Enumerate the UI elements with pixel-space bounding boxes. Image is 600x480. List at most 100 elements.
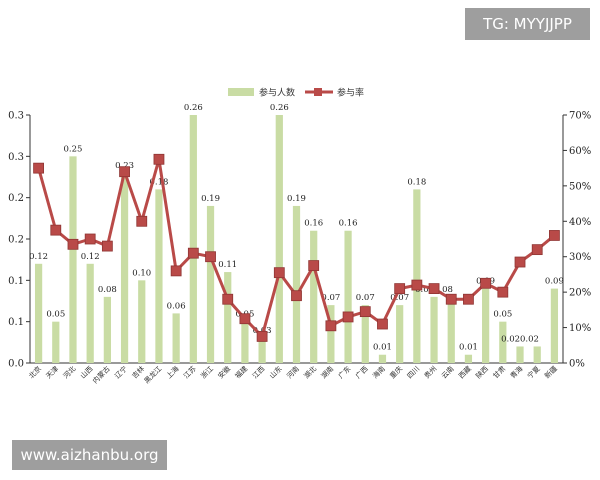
- bar-data-label: 0.020.02: [501, 334, 539, 344]
- category-label: 上海: [164, 364, 180, 380]
- bar: [138, 280, 146, 363]
- line-point: [222, 293, 234, 305]
- bar: [327, 305, 335, 363]
- category-label: 陕西: [474, 364, 490, 380]
- line-point: [136, 215, 148, 227]
- bar: [533, 346, 541, 363]
- line-point: [531, 244, 543, 256]
- line-point: [445, 293, 457, 305]
- line-point: [187, 247, 199, 259]
- category-label: 山东: [267, 364, 283, 380]
- category-label: 福建: [233, 364, 249, 380]
- line-point: [428, 283, 440, 295]
- bar: [344, 230, 352, 363]
- bar: [189, 115, 197, 363]
- bar: [275, 115, 283, 363]
- legend-swatch-bars: [228, 88, 254, 96]
- bar: [241, 321, 249, 363]
- category-label: 四川: [406, 365, 422, 381]
- watermark-bottom: www.aizhanbu.org: [12, 440, 167, 470]
- bar-data-label: 0.05: [493, 310, 512, 320]
- category-label: 辽宁: [113, 364, 129, 380]
- bar: [430, 296, 438, 363]
- bar: [86, 263, 94, 363]
- y-left-tick-label: 0.3: [8, 152, 24, 163]
- bar: [206, 205, 215, 363]
- bar-data-label: 0.16: [339, 219, 358, 229]
- line-point: [256, 331, 268, 342]
- bar: [52, 321, 60, 363]
- category-label: 贵州: [422, 364, 438, 380]
- y-right-tick-label: 60%: [569, 146, 591, 157]
- category-label: 云南: [439, 364, 455, 380]
- bar: [516, 346, 524, 363]
- bar-data-label: 0.01: [373, 343, 392, 353]
- bar-data-label: 0.12: [81, 252, 100, 262]
- line-point: [377, 318, 388, 330]
- bar: [224, 272, 232, 363]
- line-point: [153, 153, 165, 165]
- bar: [292, 205, 301, 363]
- y-right-tick-label: 50%: [569, 181, 591, 192]
- bar: [103, 296, 111, 363]
- line-point: [67, 238, 79, 250]
- legend-swatch-marker: [314, 88, 322, 96]
- bar-data-label: 0.07: [390, 293, 409, 303]
- category-label: 内蒙古: [91, 364, 112, 385]
- bar-data-label: 0.19: [201, 194, 220, 204]
- category-label: 天津: [45, 365, 61, 381]
- bar: [499, 321, 507, 363]
- category-label: 西藏: [457, 364, 473, 380]
- bar-data-label: 0.08: [98, 285, 117, 295]
- bar-data-label: 0.09: [545, 277, 564, 287]
- category-label: 江苏: [181, 364, 197, 380]
- bar: [258, 338, 266, 363]
- line-point: [549, 230, 560, 241]
- bar-data-label: 0.18: [149, 177, 168, 187]
- line-point: [463, 293, 474, 305]
- bar-data-label: 0.07: [356, 293, 375, 303]
- bar-data-label: 0.05: [46, 310, 65, 320]
- category-label: 北京: [27, 364, 43, 380]
- bar-data-label: 0.11: [218, 260, 237, 270]
- line-point: [239, 313, 251, 325]
- category-label: 安徽: [216, 364, 232, 380]
- y-left-tick-label: 0.0: [8, 359, 24, 370]
- category-label: 湖南: [319, 364, 335, 380]
- line-point: [84, 233, 96, 245]
- y-right-tick-label: 10%: [569, 323, 591, 334]
- y-left-tick-label: 0.1: [8, 317, 24, 328]
- bar: [378, 354, 387, 363]
- category-label: 青海: [508, 364, 524, 380]
- y-right-tick-label: 70%: [569, 111, 591, 122]
- bar-data-label: 0.12: [29, 252, 48, 262]
- bar: [396, 305, 404, 363]
- bar: [34, 263, 43, 363]
- bar-data-label: 0.23: [115, 161, 134, 171]
- bar-data-label: 0.07: [321, 293, 340, 303]
- line-point: [497, 286, 509, 298]
- bar-data-label: 0.16: [304, 219, 323, 229]
- y-left-tick-label: 0.1: [8, 276, 24, 287]
- bar-data-label: 0.06: [167, 301, 186, 311]
- category-label: 广西: [353, 364, 369, 380]
- bar: [413, 189, 421, 363]
- y-right-tick-label: 20%: [569, 288, 591, 299]
- bar-data-label: 0.01: [459, 343, 478, 353]
- y-left-tick-label: 0.3: [8, 111, 24, 122]
- bar-data-label: 0.10: [132, 268, 151, 278]
- bar: [447, 296, 455, 363]
- line-point: [394, 283, 406, 295]
- category-label: 宁夏: [525, 364, 541, 380]
- y-left-tick-label: 0.2: [8, 193, 24, 204]
- line-point: [33, 162, 44, 174]
- watermark-top: TG: MYYJJPP: [465, 8, 590, 40]
- category-label: 重庆: [388, 364, 404, 380]
- line-point: [273, 267, 285, 279]
- y-left-tick-label: 0.2: [8, 235, 24, 246]
- line-point: [291, 290, 302, 302]
- bar-data-label: 0.26: [270, 103, 289, 113]
- line-point: [359, 306, 371, 318]
- line-point: [308, 260, 320, 271]
